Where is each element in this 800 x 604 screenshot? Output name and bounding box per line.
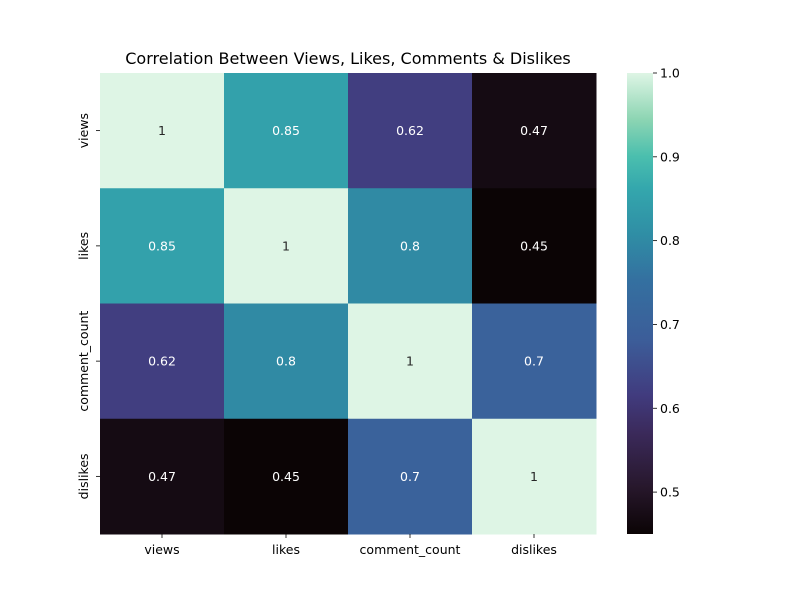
y-tick-label: likes xyxy=(76,232,91,260)
cell-value-label: 0.8 xyxy=(276,354,296,369)
colorbar-tick-label: 0.5 xyxy=(660,485,680,500)
x-tick-label: comment_count xyxy=(360,542,461,557)
heatmap-cell xyxy=(472,303,597,420)
heatmap-cells: 1 0.85 0.62 0.47 0.85 1 0.8 0.45 0.62 0.8 1 0.7 0.47… xyxy=(100,73,597,535)
colorbar-tick-label: 1.0 xyxy=(660,66,680,81)
heatmap-cell xyxy=(224,303,349,420)
heatmap-cell xyxy=(100,418,225,535)
cell-value-label: 0.47 xyxy=(520,123,548,138)
heatmap-cell xyxy=(224,418,349,535)
cell-value-label: 0.85 xyxy=(148,238,176,253)
x-tick-label: dislikes xyxy=(511,542,557,557)
heatmap-cell xyxy=(100,73,225,189)
heatmap-cell xyxy=(224,73,349,189)
heatmap-cell xyxy=(100,188,225,304)
cell-value-label: 0.62 xyxy=(148,354,176,369)
heatmap-cell xyxy=(224,188,349,304)
heatmap-cell xyxy=(100,303,225,420)
colorbar-gradient xyxy=(627,73,653,534)
heatmap-cell xyxy=(348,188,473,304)
cell-value-label: 0.45 xyxy=(520,238,548,253)
heatmap-cell xyxy=(348,303,473,420)
heatmap-cell xyxy=(472,188,597,304)
cell-value-label: 1 xyxy=(530,469,538,484)
cell-value-label: 0.85 xyxy=(272,123,300,138)
cell-value-label: 1 xyxy=(158,123,166,138)
cell-value-label: 0.7 xyxy=(400,469,420,484)
colorbar-tick-label: 0.8 xyxy=(660,233,680,248)
y-tick-label: comment_count xyxy=(76,311,91,412)
heatmap-cell xyxy=(348,418,473,535)
cell-value-label: 0.8 xyxy=(400,238,420,253)
colorbar-tick-label: 0.7 xyxy=(660,317,680,332)
heatmap-cell xyxy=(348,73,473,189)
heatmap-cell xyxy=(472,418,597,535)
x-tick-label: views xyxy=(144,542,179,557)
cell-value-label: 0.7 xyxy=(524,354,544,369)
x-tick-label: likes xyxy=(272,542,300,557)
cell-value-label: 0.45 xyxy=(272,469,300,484)
cell-value-label: 0.47 xyxy=(148,469,176,484)
colorbar-tick-label: 0.6 xyxy=(660,401,680,416)
colorbar-tick-label: 0.9 xyxy=(660,149,680,164)
cell-value-label: 1 xyxy=(406,354,414,369)
chart-title: Correlation Between Views, Likes, Commen… xyxy=(125,49,571,68)
colorbar: 0.5 0.6 0.7 0.8 0.9 1.0 xyxy=(627,66,680,534)
y-axis: views likes comment_count dislikes xyxy=(76,113,100,499)
cell-value-label: 1 xyxy=(282,238,290,253)
y-tick-label: dislikes xyxy=(76,453,91,499)
y-tick-label: views xyxy=(76,113,91,148)
cell-value-label: 0.62 xyxy=(396,123,424,138)
x-axis: views likes comment_count dislikes xyxy=(144,534,557,557)
heatmap-cell xyxy=(472,73,597,189)
